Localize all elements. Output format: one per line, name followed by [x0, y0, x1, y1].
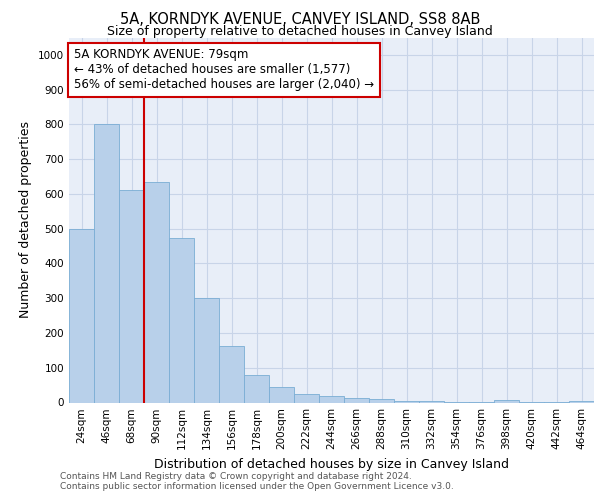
Text: Size of property relative to detached houses in Canvey Island: Size of property relative to detached ho… — [107, 25, 493, 38]
Bar — [494, 400, 519, 402]
Bar — [244, 376, 269, 402]
Y-axis label: Number of detached properties: Number of detached properties — [19, 122, 32, 318]
Text: 5A KORNDYK AVENUE: 79sqm
← 43% of detached houses are smaller (1,577)
56% of sem: 5A KORNDYK AVENUE: 79sqm ← 43% of detach… — [74, 48, 374, 92]
Bar — [344, 398, 369, 402]
Bar — [69, 228, 94, 402]
Bar — [269, 387, 294, 402]
Bar — [394, 401, 419, 402]
Bar — [369, 399, 394, 402]
Bar — [194, 298, 219, 403]
Bar — [569, 401, 594, 402]
Bar — [319, 396, 344, 402]
Text: Contains HM Land Registry data © Crown copyright and database right 2024.: Contains HM Land Registry data © Crown c… — [60, 472, 412, 481]
Bar — [294, 394, 319, 402]
Bar — [119, 190, 144, 402]
Bar — [169, 238, 194, 402]
Bar — [94, 124, 119, 402]
Text: 5A, KORNDYK AVENUE, CANVEY ISLAND, SS8 8AB: 5A, KORNDYK AVENUE, CANVEY ISLAND, SS8 8… — [120, 12, 480, 28]
Bar — [144, 182, 169, 402]
Text: Contains public sector information licensed under the Open Government Licence v3: Contains public sector information licen… — [60, 482, 454, 491]
X-axis label: Distribution of detached houses by size in Canvey Island: Distribution of detached houses by size … — [154, 458, 509, 471]
Bar — [219, 346, 244, 403]
